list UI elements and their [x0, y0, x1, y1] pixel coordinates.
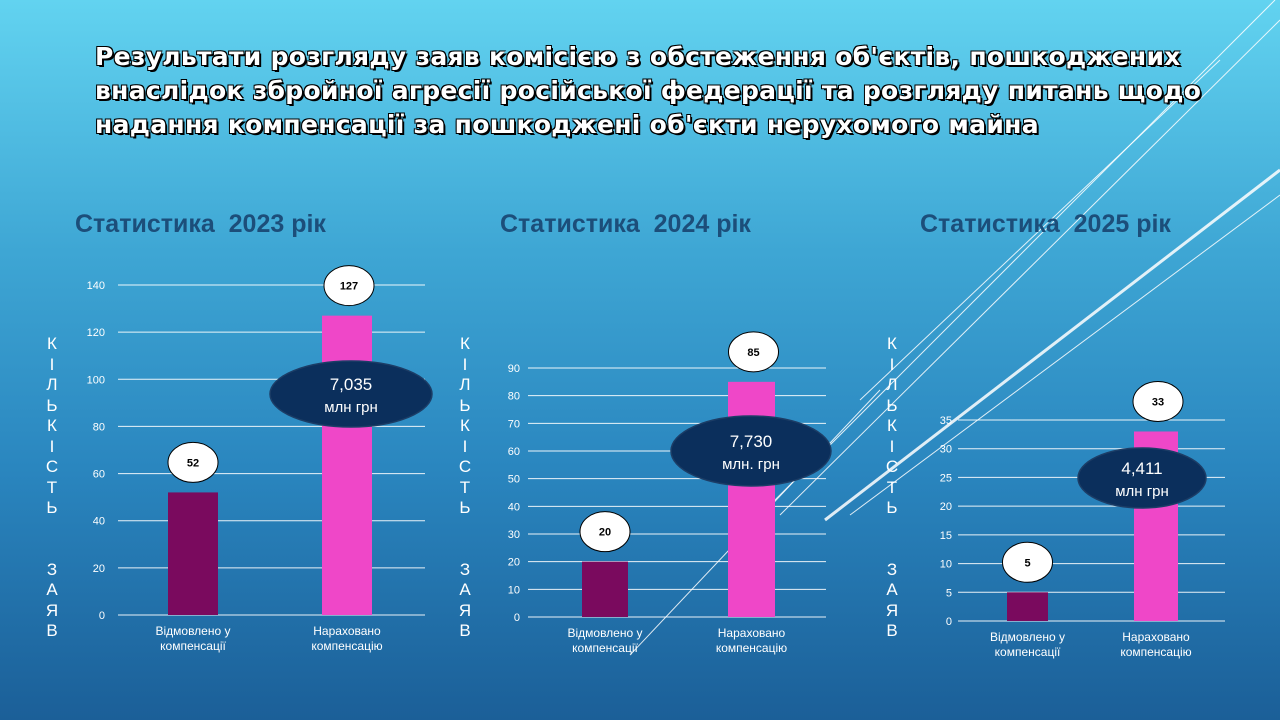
x-tick-label: компенсацію	[311, 639, 382, 653]
y-tick-label: 20	[93, 563, 105, 575]
y-tick-label: 35	[940, 415, 952, 427]
y-tick-label: 15	[940, 530, 952, 542]
x-tick-label: Відмовлено у	[567, 626, 642, 640]
y-tick-label: 0	[514, 612, 520, 624]
data-label-bubble	[167, 441, 219, 483]
x-tick-label: компенсації	[160, 639, 226, 653]
y-tick-label: 10	[508, 584, 520, 596]
amount-label: 7,035	[330, 375, 373, 394]
y-tick-label: 30	[940, 444, 952, 456]
x-tick-label: Нараховано	[1122, 630, 1190, 644]
amount-oval	[269, 360, 433, 428]
x-tick-label: компенсацію	[716, 641, 787, 655]
slide-title: Результати розгляду заяв комісією з обст…	[95, 42, 1202, 139]
x-tick-label: Нараховано	[718, 626, 786, 640]
y-tick-label: 120	[87, 327, 105, 339]
data-label: 127	[340, 281, 358, 293]
bar	[582, 561, 628, 617]
y-tick-label: 30	[508, 529, 520, 541]
y-tick-label: 100	[87, 374, 105, 386]
data-label: 5	[1024, 557, 1030, 569]
y-tick-label: 140	[87, 280, 105, 292]
data-label: 52	[187, 457, 199, 469]
y-tick-label: 60	[508, 446, 520, 458]
data-label-bubble	[1132, 380, 1184, 422]
amount-label: млн. грн	[722, 456, 780, 473]
y-tick-label: 50	[508, 474, 520, 486]
amount-label: 7,730	[730, 432, 773, 451]
y-tick-label: 25	[940, 472, 952, 484]
chart-title-2025: Статистика 2025 рік	[920, 210, 1171, 238]
y-tick-label: 60	[93, 469, 105, 481]
y-tick-label: 10	[940, 559, 952, 571]
y-tick-label: 40	[508, 501, 520, 513]
data-label-bubble	[728, 331, 779, 373]
data-label: 20	[599, 527, 611, 539]
data-label-bubble	[579, 511, 631, 553]
data-label-bubble	[1002, 541, 1053, 583]
x-tick-label: компенсації	[572, 641, 638, 655]
x-tick-label: Відмовлено у	[990, 630, 1065, 644]
chart-title-2023: Статистика 2023 рік	[75, 210, 326, 238]
amount-label: 4,411	[1121, 459, 1162, 478]
x-tick-label: компенсацію	[1120, 645, 1191, 659]
y-tick-label: 5	[946, 587, 952, 599]
x-tick-label: Відмовлено у	[155, 624, 230, 638]
data-label: 33	[1152, 396, 1164, 408]
amount-label: млн грн	[324, 399, 378, 416]
bar	[168, 492, 218, 615]
y-tick-label: 0	[99, 610, 105, 622]
amount-oval	[670, 415, 832, 487]
chart-title-2024: Статистика 2024 рік	[500, 210, 751, 238]
data-label-bubble	[323, 265, 375, 307]
x-tick-label: компенсації	[995, 645, 1061, 659]
x-tick-label: Нараховано	[313, 624, 381, 638]
y-tick-label: 90	[508, 363, 520, 375]
y-tick-label: 80	[93, 421, 105, 433]
bar	[1007, 592, 1048, 621]
y-tick-label: 40	[93, 516, 105, 528]
y-tick-label: 0	[946, 616, 952, 628]
data-label: 85	[747, 347, 759, 359]
y-tick-label: 80	[508, 391, 520, 403]
y-tick-label: 70	[508, 418, 520, 430]
amount-label: млн грн	[1115, 483, 1169, 500]
amount-oval	[1077, 447, 1207, 509]
y-tick-label: 20	[940, 501, 952, 513]
y-tick-label: 20	[508, 557, 520, 569]
